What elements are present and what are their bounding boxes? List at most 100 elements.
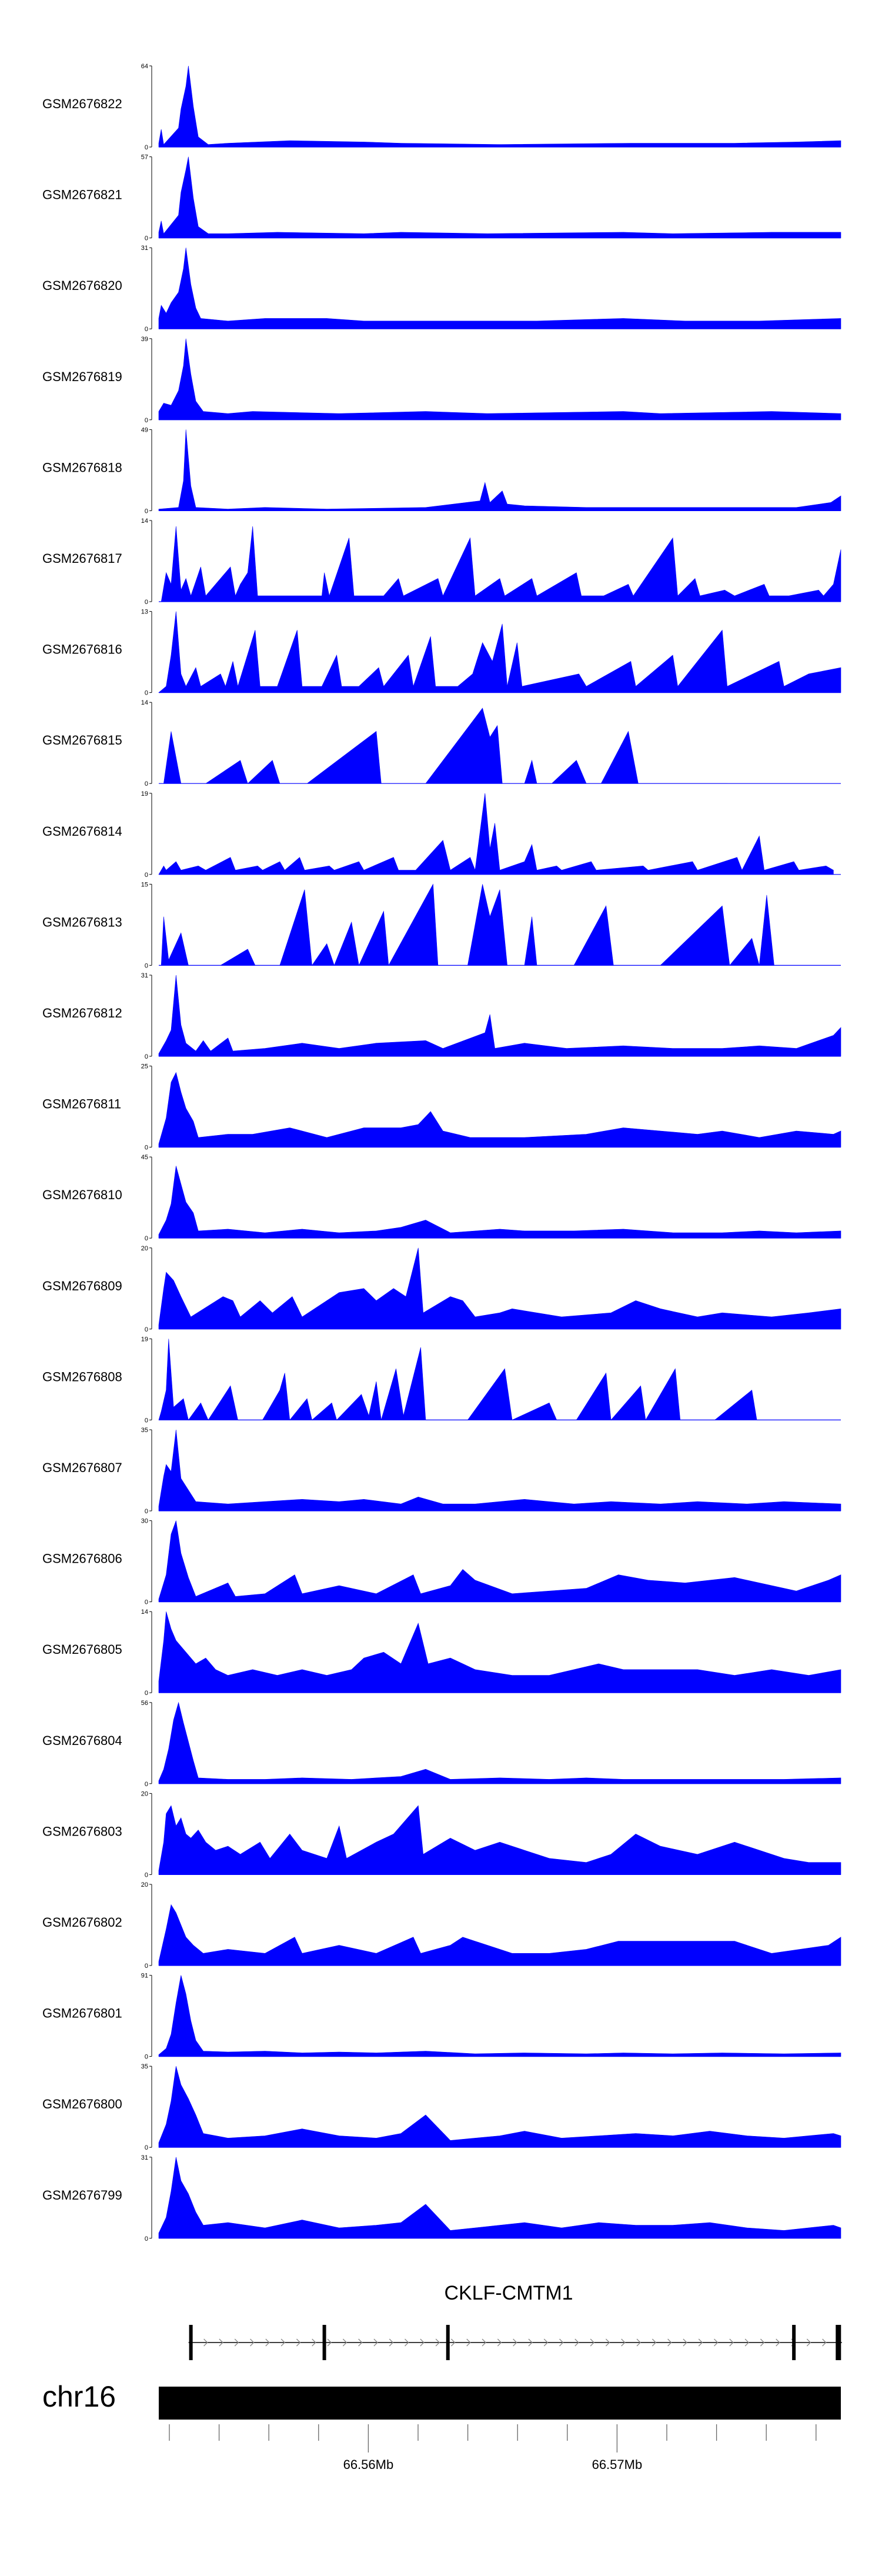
track-ymin: 0 (145, 144, 148, 151)
strand-arrow (590, 2338, 595, 2347)
track-label: GSM2676814 (42, 824, 122, 839)
exon (446, 2325, 450, 2360)
track-GSM2676816: GSM2676816 13 0 (42, 609, 841, 697)
axis-tick-label: 66.57Mb (592, 2457, 643, 2472)
track-ymax: 25 (141, 1063, 148, 1070)
track-ymin: 0 (145, 508, 148, 515)
track-ymin: 0 (145, 1508, 148, 1515)
track-GSM2676800: GSM2676800 35 0 (42, 2063, 841, 2151)
track-label: GSM2676804 (42, 1733, 122, 1748)
strand-arrow (280, 2338, 286, 2347)
strand-arrow (342, 2338, 348, 2347)
coverage-area (158, 793, 834, 875)
strand-arrow (543, 2338, 549, 2347)
track-GSM2676805: GSM2676805 14 0 (42, 1609, 841, 1697)
strand-arrow (405, 2338, 409, 2347)
exon (322, 2325, 326, 2360)
track-GSM2676804: GSM2676804 56 0 (42, 1700, 841, 1788)
chromosome-bar (159, 2387, 841, 2420)
track-ymax: 57 (141, 154, 148, 161)
track-ymin: 0 (145, 2054, 148, 2061)
strand-arrow (605, 2338, 610, 2347)
strand-arrow (714, 2338, 719, 2347)
track-label: GSM2676815 (42, 733, 122, 748)
strand-arrow (466, 2338, 471, 2347)
coverage-area (158, 1429, 841, 1511)
track-ymax: 64 (141, 63, 148, 70)
track-label: GSM2676799 (42, 2188, 122, 2203)
track-ymax: 49 (141, 426, 148, 433)
coverage-area (158, 1805, 841, 1875)
chromosome-axis: chr16 66.56Mb 66.57Mb (42, 2380, 841, 2472)
coverage-area (158, 975, 841, 1057)
track-ymax: 45 (141, 1154, 148, 1161)
track-ymax: 20 (141, 1881, 148, 1888)
strand-arrow (389, 2338, 394, 2347)
track-ymin: 0 (145, 1690, 148, 1697)
strand-arrow (760, 2338, 765, 2347)
strand-arrow (312, 2338, 316, 2347)
strand-arrow (265, 2338, 270, 2347)
coverage-area (158, 338, 841, 421)
track-ymin: 0 (145, 1599, 148, 1606)
strand-arrow (203, 2338, 208, 2347)
track-GSM2676819: GSM2676819 39 0 (42, 336, 841, 424)
coverage-area (158, 611, 841, 693)
strand-arrow (435, 2338, 440, 2347)
coverage-area (158, 429, 841, 511)
track-GSM2676815: GSM2676815 14 0 (42, 699, 841, 788)
coverage-area (158, 1975, 841, 2057)
track-ymin: 0 (145, 1144, 148, 1152)
strand-arrow (327, 2338, 332, 2347)
track-ymin: 0 (145, 780, 148, 788)
track-GSM2676821: GSM2676821 57 0 (42, 154, 841, 242)
track-GSM2676806: GSM2676806 30 0 (42, 1518, 841, 1606)
exon (792, 2325, 796, 2360)
track-label: GSM2676800 (42, 2097, 122, 2111)
track-ymax: 15 (141, 881, 148, 888)
strand-arrow (652, 2338, 657, 2347)
strand-arrow (296, 2338, 301, 2347)
track-ymin: 0 (145, 2235, 148, 2243)
track-GSM2676811: GSM2676811 25 0 (42, 1063, 841, 1152)
track-ymax: 14 (141, 699, 148, 706)
track-label: GSM2676806 (42, 1551, 122, 1566)
coverage-area (158, 2157, 841, 2239)
track-ymin: 0 (145, 872, 148, 879)
strand-arrow (776, 2338, 780, 2347)
track-label: GSM2676822 (42, 96, 122, 111)
track-ymax: 35 (141, 1427, 148, 1434)
strand-arrow (358, 2338, 363, 2347)
track-ymin: 0 (145, 1417, 148, 1424)
coverage-area (158, 1072, 841, 1147)
track-label: GSM2676820 (42, 278, 122, 293)
coverage-area (158, 1339, 811, 1421)
track-label: GSM2676801 (42, 2006, 122, 2021)
track-label: GSM2676805 (42, 1642, 122, 1657)
track-ymax: 19 (141, 790, 148, 798)
track-ymin: 0 (145, 1781, 148, 1788)
strand-arrow (667, 2338, 672, 2347)
track-ymax: 20 (141, 1245, 148, 1252)
track-ymin: 0 (145, 962, 148, 969)
strand-arrow (744, 2338, 750, 2347)
track-ymin: 0 (145, 599, 148, 606)
track-ymax: 31 (141, 972, 148, 979)
axis-tick-label: 66.56Mb (343, 2457, 394, 2472)
track-GSM2676809: GSM2676809 20 0 (42, 1245, 841, 1333)
chromosome-label: chr16 (42, 2380, 116, 2413)
strand-arrow (698, 2338, 703, 2347)
track-label: GSM2676807 (42, 1460, 122, 1475)
track-GSM2676801: GSM2676801 91 0 (42, 1973, 841, 2061)
track-label: GSM2676818 (42, 460, 122, 475)
track-ymin: 0 (145, 1053, 148, 1060)
coverage-area (161, 883, 826, 966)
strand-arrow (219, 2338, 223, 2347)
track-ymin: 0 (145, 235, 148, 242)
exon (189, 2325, 193, 2360)
strand-arrow (729, 2338, 734, 2347)
coverage-area (163, 708, 727, 784)
strand-arrow (482, 2338, 486, 2347)
track-ymax: 20 (141, 1790, 148, 1797)
